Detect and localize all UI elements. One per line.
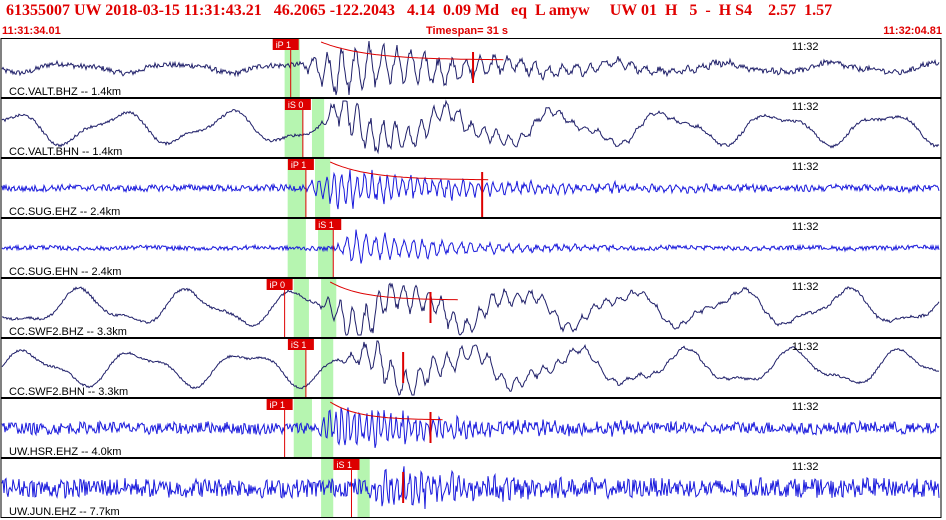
time-marker-label: 11:32: [792, 401, 819, 413]
channel-label: CC.VALT.BHZ -- 1.4km: [9, 86, 121, 98]
phase-pick-label: iP 0: [270, 280, 285, 290]
phase-pick-flag[interactable]: [266, 399, 293, 410]
phase-window: [315, 159, 331, 217]
coda-curve: [330, 161, 489, 181]
channel-panel[interactable]: [0, 38, 942, 98]
time-marker-label: 11:32: [792, 461, 819, 473]
phase-pick-label: iS 1: [336, 460, 352, 470]
phase-pick-flag[interactable]: [333, 459, 360, 470]
channel-label: UW.JUN.EHZ -- 7.7km: [9, 506, 120, 518]
phase-window: [284, 99, 303, 157]
waveform-trace: [1, 99, 940, 155]
waveform-trace: [1, 169, 940, 210]
channel-label: CC.VALT.BHN -- 1.4km: [9, 146, 122, 158]
phase-window: [321, 279, 337, 337]
channel-panel[interactable]: [0, 278, 942, 338]
phase-pick-flag[interactable]: [287, 159, 314, 170]
phase-pick-flag[interactable]: [266, 279, 293, 290]
waveform-trace: [1, 229, 940, 264]
time-marker-label: 11:32: [792, 221, 819, 233]
end-time-label: 11:32:04.81: [883, 25, 942, 37]
channel-panel[interactable]: [0, 98, 942, 158]
channel-panel[interactable]: [0, 158, 942, 218]
phase-pick-flag[interactable]: [287, 339, 314, 350]
phase-pick-flag[interactable]: [272, 39, 299, 50]
time-marker-label: 11:32: [792, 41, 819, 53]
coda-curve: [329, 401, 443, 421]
phase-window: [293, 279, 309, 337]
time-marker-label: 11:32: [792, 281, 819, 293]
channel-panel[interactable]: [0, 458, 942, 518]
phase-window: [284, 39, 300, 97]
channel-label: CC.SWF2.BHZ -- 3.3km: [9, 326, 127, 338]
waveform-trace: [1, 340, 940, 396]
start-time-label: 11:31:34.01: [2, 25, 61, 37]
phase-pick-label: iS 1: [291, 340, 307, 350]
channel-panel[interactable]: [0, 218, 942, 278]
phase-pick-label: iP 1: [291, 160, 306, 170]
phase-window: [293, 399, 312, 457]
event-header: 61355007 UW 2018-03-15 11:31:43.21 46.20…: [0, 0, 946, 38]
channel-label: CC.SUG.EHN -- 2.4km: [9, 266, 121, 278]
phase-window: [293, 339, 306, 397]
seismogram-panel[interactable]: iP 1 11:32 CC.VALT.BHZ -- 1.4km iS 0 11:32 CC…: [0, 38, 946, 520]
timespan-label: Timespan= 31 s: [426, 25, 509, 37]
time-marker-label: 11:32: [792, 101, 819, 113]
time-marker-label: 11:32: [792, 341, 819, 353]
phase-pick-label: iS 1: [318, 220, 334, 230]
waveform-trace: [1, 407, 940, 449]
phase-window: [287, 159, 306, 217]
phase-window: [357, 459, 370, 517]
channel-label: CC.SWF2.BHN -- 3.3km: [9, 386, 128, 398]
channel-label: UW.HSR.EHZ -- 4.0km: [9, 446, 121, 458]
phase-pick-label: iP 1: [270, 400, 285, 410]
phase-pick-label: iP 1: [276, 40, 291, 50]
phase-pick-flag[interactable]: [315, 219, 342, 230]
phase-window: [321, 459, 334, 517]
channel-panel[interactable]: [0, 338, 942, 398]
coda-curve: [329, 281, 458, 301]
waveform-trace: [1, 282, 940, 336]
channel-panel[interactable]: [0, 398, 942, 458]
phase-pick-flag[interactable]: [284, 99, 311, 110]
phase-window: [287, 219, 306, 277]
phase-pick-label: iS 0: [288, 100, 304, 110]
time-marker-label: 11:32: [792, 161, 819, 173]
waveform-trace: [1, 466, 940, 510]
event-summary-title: 61355007 UW 2018-03-15 11:31:43.21 46.20…: [6, 2, 833, 19]
channel-label: CC.SUG.EHZ -- 2.4km: [9, 206, 120, 218]
waveform-trace: [1, 40, 940, 96]
phase-window: [321, 339, 334, 397]
